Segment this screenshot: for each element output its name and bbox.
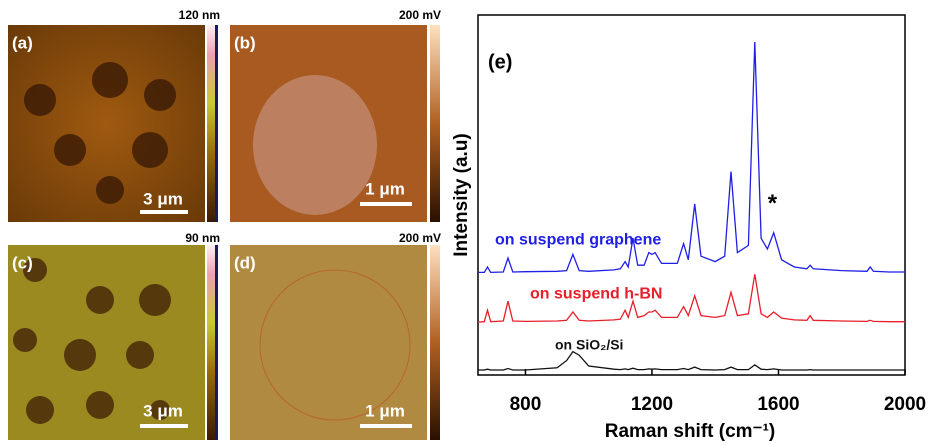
panel-label: (b) xyxy=(234,33,256,52)
x-tick-label: 800 xyxy=(510,394,542,415)
x-tick-label: 1200 xyxy=(631,394,673,415)
colorbar xyxy=(207,245,215,440)
colorbar xyxy=(430,25,440,222)
scale-bar-label: 3 μm xyxy=(143,189,183,208)
scale-bar xyxy=(360,202,412,206)
page: (a) (b) (c) (d) 120 nm 200 mV 90 nm 200 … xyxy=(0,0,933,444)
panel-label: (e) xyxy=(488,51,512,73)
scale-max: 200 mV xyxy=(399,8,441,22)
series-label: on SiO₂/Si xyxy=(555,337,623,353)
scale-bar-label: 1 μm xyxy=(365,401,405,420)
colorbar-edge xyxy=(215,25,218,222)
scale-max: 90 nm xyxy=(185,231,220,245)
scale-bar-label: 3 μm xyxy=(143,401,183,420)
colorbar xyxy=(207,25,215,222)
figure: (a) (b) (c) (d) 120 nm 200 mV 90 nm 200 … xyxy=(0,0,933,444)
scale-bar xyxy=(360,424,412,428)
colorbar-edge xyxy=(215,245,218,440)
scale-max: 120 nm xyxy=(179,8,220,22)
series-label: on suspend h-BN xyxy=(530,285,662,302)
scale-bar xyxy=(140,424,188,428)
flake xyxy=(253,75,377,215)
scale-bar xyxy=(140,210,188,214)
spectrum xyxy=(478,352,905,370)
x-axis-label: Raman shift (cm⁻¹) xyxy=(605,421,776,442)
x-tick-label: 2000 xyxy=(884,394,926,415)
y-axis-label: Intensity (a.u) xyxy=(451,133,472,257)
panel-label: (c) xyxy=(12,253,33,272)
x-tick-label: 1600 xyxy=(757,394,799,415)
scale-bar-label: 1 μm xyxy=(365,179,405,198)
scale-max: 200 mV xyxy=(399,231,441,245)
panel-label: (a) xyxy=(12,33,33,52)
panel-label: (d) xyxy=(234,253,256,272)
series-label: on suspend graphene xyxy=(495,232,661,249)
annotation: * xyxy=(768,190,778,217)
colorbar xyxy=(430,245,440,440)
